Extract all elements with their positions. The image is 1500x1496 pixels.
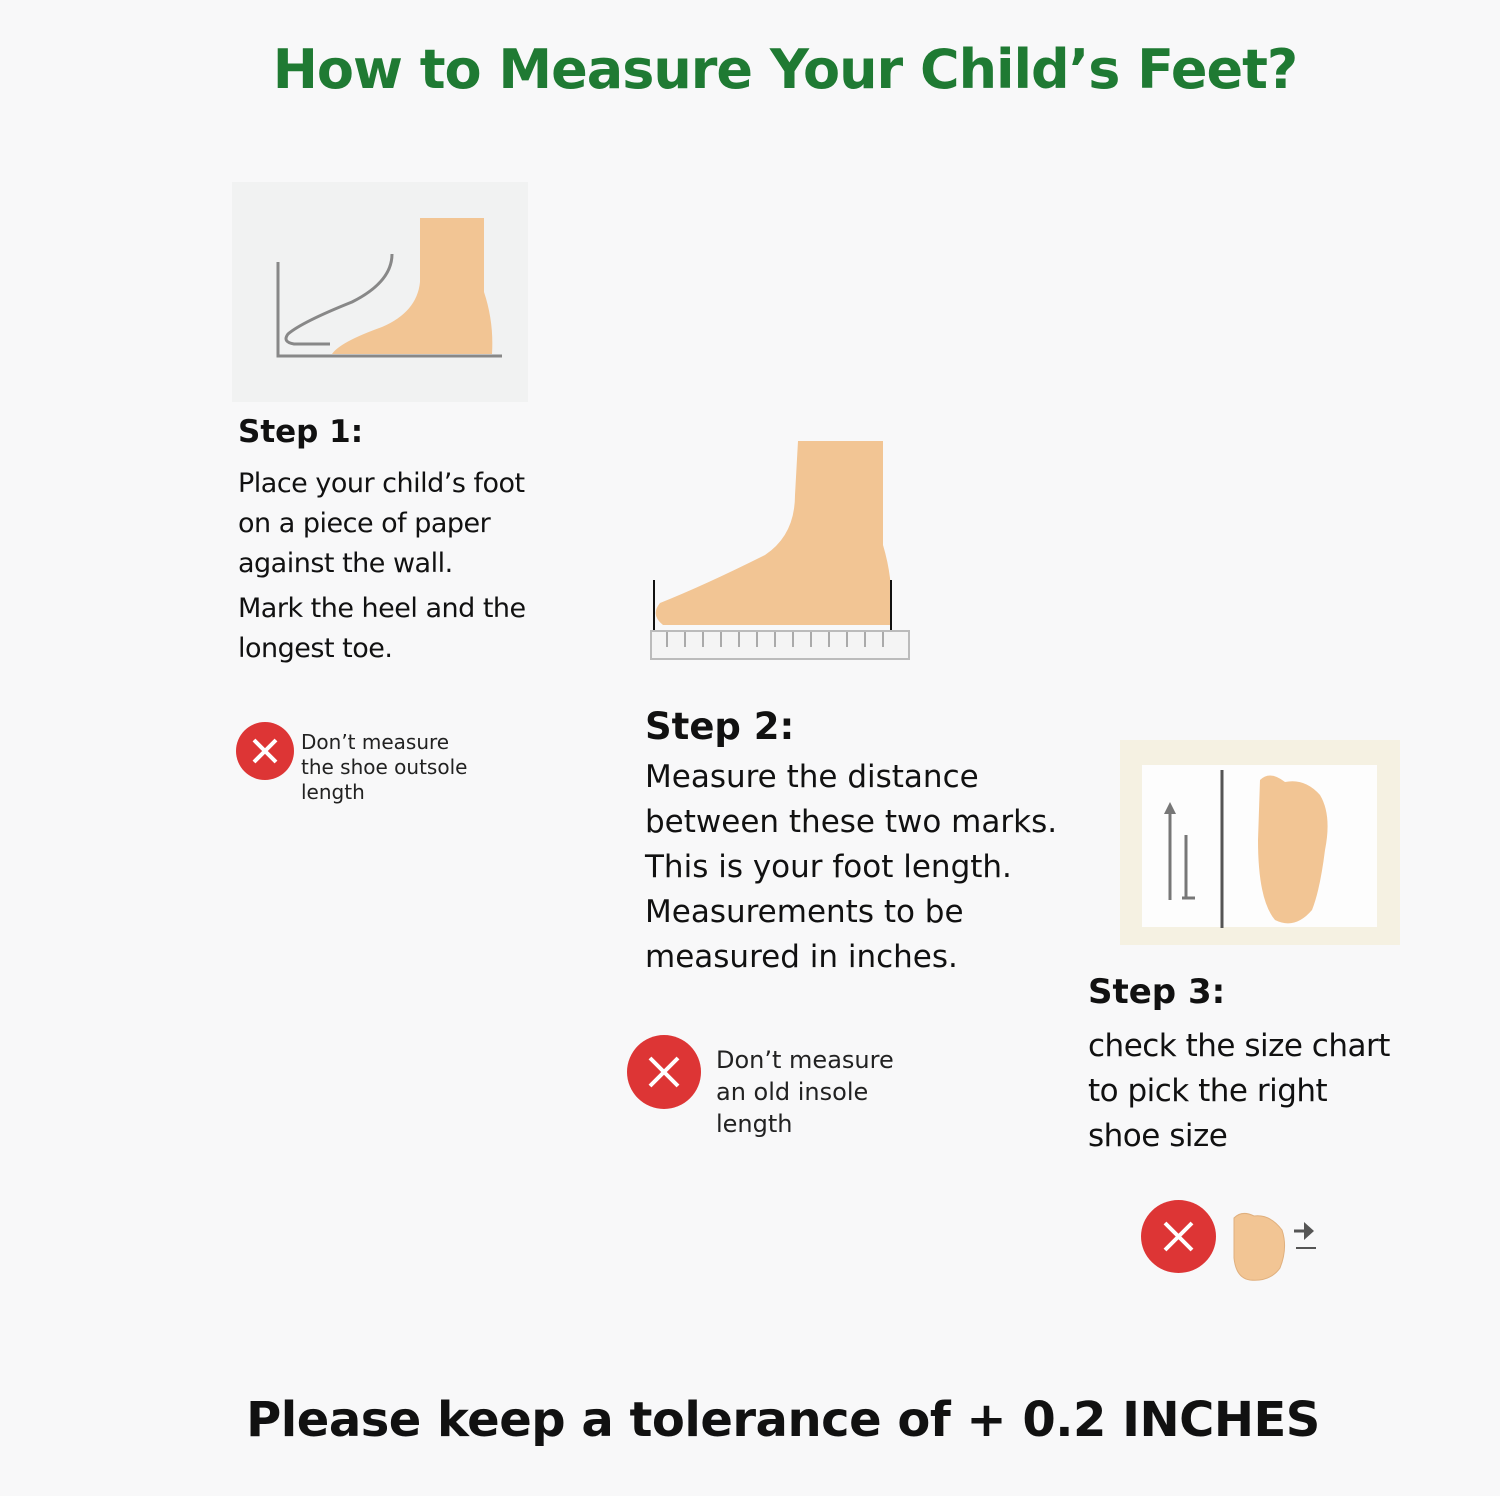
step-3-line: check the size chart	[1088, 1028, 1390, 1064]
foot-against-wall-illustration	[232, 182, 528, 402]
step-3-text: check the size chart to pick the right s…	[1088, 1024, 1418, 1159]
warning-line: Don’t measure	[716, 1046, 894, 1074]
warning-line: Don’t measure	[301, 730, 450, 754]
warning-line: length	[716, 1110, 793, 1138]
step-1-line: against the wall.	[238, 548, 453, 579]
step-1-warning: Don’t measure the shoe outsole length	[301, 730, 467, 805]
step-2-line: between these two marks.	[645, 804, 1058, 840]
step-1-line: Place your child’s foot	[238, 468, 525, 499]
step-3-line: shoe size	[1088, 1118, 1228, 1154]
step-2-line: measured in inches.	[645, 939, 958, 975]
step-3-heading: Step 3:	[1088, 972, 1226, 1012]
foot-size-chart-illustration	[1120, 740, 1400, 945]
step-2-text: Measure the distance between these two m…	[645, 755, 1075, 980]
step-2-warning: Don’t measure an old insole length	[716, 1044, 894, 1140]
step-1-line: Mark the heel and the	[238, 593, 526, 624]
tolerance-note: Please keep a tolerance of + 0.2 INCHES	[246, 1392, 1320, 1448]
warning-line: an old insole	[716, 1078, 869, 1106]
step-2-line: Measurements to be	[645, 894, 964, 930]
step-2-line: This is your foot length.	[645, 849, 1012, 885]
step-1-text: Place your child’s foot on a piece of pa…	[238, 464, 558, 669]
warning-line: length	[301, 780, 365, 804]
step-2-heading: Step 2:	[645, 705, 795, 748]
step-1-heading: Step 1:	[238, 414, 364, 450]
page-title: How to Measure Your Child’s Feet?	[272, 38, 1299, 101]
step-3-line: to pick the right	[1088, 1073, 1328, 1109]
foot-on-ruler-illustration	[650, 441, 910, 660]
close-x-icon	[236, 722, 294, 780]
close-x-icon	[627, 1035, 701, 1109]
close-x-icon	[1141, 1200, 1216, 1273]
step-1-line: longest toe.	[238, 633, 393, 664]
warning-line: the shoe outsole	[301, 755, 468, 779]
step-2-line: Measure the distance	[645, 759, 979, 795]
toe-arrow-icon	[1233, 1212, 1316, 1281]
step-1-line: on a piece of paper	[238, 508, 491, 539]
